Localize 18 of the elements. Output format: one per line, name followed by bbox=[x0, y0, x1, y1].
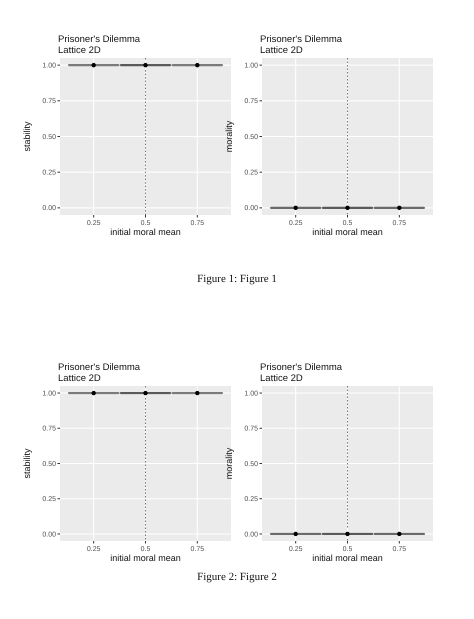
x-axis-title: initial moral mean bbox=[110, 553, 181, 563]
chart-subtitle: Lattice 2D bbox=[260, 45, 303, 56]
x-axis-title: initial moral mean bbox=[110, 227, 181, 237]
chart-title: Prisoner's Dilemma bbox=[260, 34, 343, 45]
chart-title: Prisoner's Dilemma bbox=[260, 362, 343, 373]
chart-subtitle: Lattice 2D bbox=[260, 373, 303, 384]
x-axis-title: initial moral mean bbox=[312, 553, 383, 563]
chart-subtitle: Lattice 2D bbox=[58, 373, 101, 384]
chart-title: Prisoner's Dilemma bbox=[58, 34, 141, 45]
caption: Figure 1: Figure 1 bbox=[197, 273, 277, 285]
y-axis-title: stability bbox=[22, 121, 32, 152]
y-axis-title: morality bbox=[224, 447, 234, 480]
y-axis-title: stability bbox=[22, 448, 32, 479]
y-axis-title: morality bbox=[224, 120, 234, 152]
chart-subtitle: Lattice 2D bbox=[58, 45, 101, 56]
caption: Figure 2: Figure 2 bbox=[197, 571, 277, 583]
x-axis-title: initial moral mean bbox=[312, 227, 383, 237]
chart-title: Prisoner's Dilemma bbox=[58, 362, 141, 373]
